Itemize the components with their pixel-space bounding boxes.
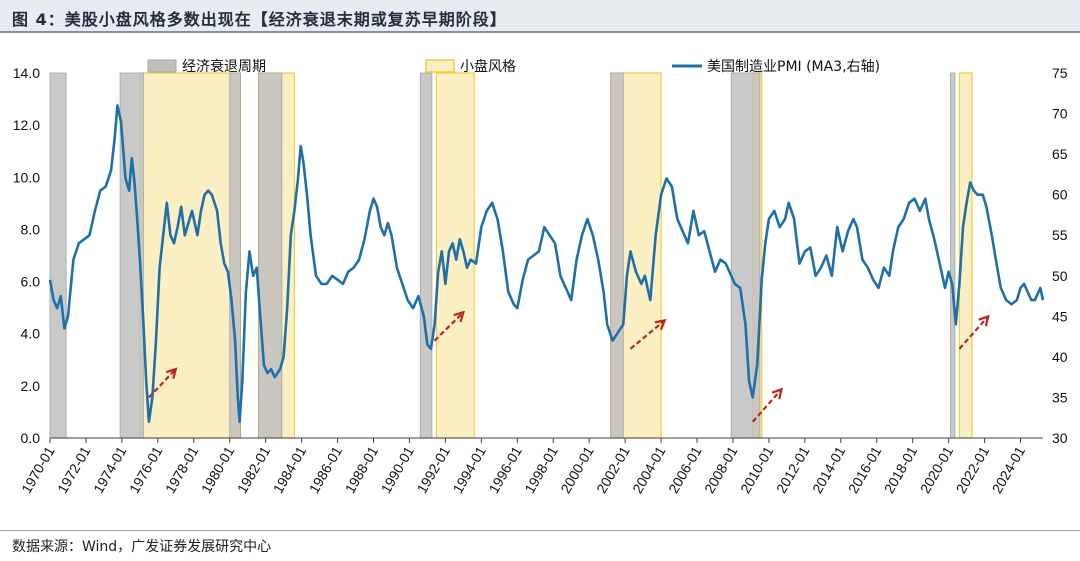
- recession-band: [419, 72, 433, 439]
- legend-smallcap-label: 小盘风格: [460, 58, 516, 75]
- data-source: 数据来源：Wind，广发证券发展研究中心: [12, 539, 272, 555]
- left-axis-tick-label: 10.0: [13, 169, 40, 185]
- line-layer: [48, 104, 1045, 424]
- title-bar: 图 4：美股小盘风格多数出现在【经济衰退末期或复苏早期阶段】: [0, 0, 1080, 33]
- x-axis-tick-label: 2016-01: [845, 443, 885, 496]
- pmi-series-line: [48, 104, 1045, 424]
- x-axis-tick-label: 1980-01: [198, 443, 238, 496]
- right-axis-tick-label: 35: [1052, 389, 1068, 405]
- trend-arrow-shaft: [958, 315, 990, 350]
- trend-arrow-shaft: [148, 368, 177, 399]
- x-axis-tick-label: 1976-01: [126, 443, 166, 496]
- x-axis-tick-label: 2008-01: [701, 443, 741, 496]
- trend-arrow-shaft: [751, 388, 783, 423]
- x-axis-tick-label: 1992-01: [413, 443, 453, 496]
- trend-arrow-head: [654, 318, 667, 331]
- left-axis-tick-label: 12.0: [13, 117, 40, 133]
- x-axis-tick-label: 2012-01: [773, 443, 813, 496]
- right-axis-tick-label: 45: [1052, 308, 1068, 324]
- footer-divider: [0, 530, 1080, 531]
- x-axis-tick-label: 1974-01: [90, 443, 130, 496]
- trend-arrow-head: [453, 310, 466, 323]
- x-axis-tick-label: 1982-01: [234, 443, 274, 496]
- figure-title: 图 4：美股小盘风格多数出现在【经济衰退末期或复苏早期阶段】: [12, 10, 507, 29]
- x-axis-tick-label: 1970-01: [18, 443, 58, 496]
- x-axis-tick-label: 1990-01: [378, 443, 418, 496]
- right-axis-tick-label: 75: [1052, 65, 1068, 81]
- x-axis-tick-label: 1996-01: [485, 443, 525, 496]
- x-axis-tick-label: 1984-01: [270, 443, 310, 496]
- trend-arrow-head: [771, 387, 784, 400]
- left-axis-tick-label: 2.0: [21, 378, 41, 394]
- x-axis-tick-label: 2024-01: [989, 443, 1029, 496]
- x-axis-tick-label: 2000-01: [557, 443, 597, 496]
- recession-band: [950, 72, 956, 439]
- x-axis-tick-label: 1998-01: [521, 443, 561, 496]
- right-axis-tick-label: 60: [1052, 187, 1068, 203]
- right-axis-tick-label: 30: [1052, 430, 1068, 446]
- legend-pmi-label: 美国制造业PMI (MA3,右轴): [707, 59, 880, 75]
- bands-layer: [49, 72, 973, 439]
- x-axis-tick-label: 2004-01: [629, 443, 669, 496]
- left-axis-tick-label: 4.0: [21, 326, 41, 342]
- trend-arrow-shaft: [433, 311, 465, 342]
- x-axis-tick-label: 2014-01: [809, 443, 849, 496]
- recession-band: [258, 72, 283, 439]
- x-axis-tick-label: 2020-01: [917, 443, 957, 496]
- x-axis-tick-label: 1978-01: [162, 443, 202, 496]
- x-axis-tick-label: 2006-01: [665, 443, 705, 496]
- right-axis-tick-label: 40: [1052, 349, 1068, 365]
- left-axis-tick-label: 8.0: [21, 221, 41, 237]
- recession-band: [49, 72, 67, 439]
- legend-smallcap-swatch: [425, 59, 455, 73]
- x-axis-tick-label: 1988-01: [342, 443, 382, 496]
- left-axis-tick-label: 0.0: [21, 430, 41, 446]
- x-axis-tick-label: 1972-01: [54, 443, 94, 496]
- arrow-layer: [148, 310, 990, 423]
- x-axis-tick-label: 2022-01: [953, 443, 993, 496]
- right-axis-tick-label: 65: [1052, 146, 1068, 162]
- legend-recession-label: 经济衰退周期: [182, 58, 266, 75]
- right-axis-tick-label: 70: [1052, 106, 1068, 122]
- recession-band: [610, 72, 624, 439]
- x-axis-tick-label: 2018-01: [881, 443, 921, 496]
- small-cap-band: [139, 72, 242, 439]
- legend-recession-swatch: [147, 59, 177, 73]
- trend-arrow-head: [978, 314, 990, 327]
- right-axis-tick-label: 50: [1052, 268, 1068, 284]
- recession-band: [229, 72, 241, 439]
- x-axis-tick-label: 2010-01: [737, 443, 777, 496]
- left-axis-tick-label: 14.0: [13, 65, 40, 81]
- right-axis-tick-label: 55: [1052, 227, 1068, 243]
- x-axis-tick-label: 1986-01: [306, 443, 346, 496]
- trend-arrow-head: [165, 367, 178, 380]
- x-axis-tick-label: 2002-01: [593, 443, 633, 496]
- chart: 0.0 2.0 4.0 6.0 8.0 10.0 12.0 14.0 30 35 40 45 50 55 6…: [13, 58, 1068, 496]
- x-axis-tick-label: 1994-01: [449, 443, 489, 496]
- left-axis-tick-label: 6.0: [21, 274, 41, 290]
- legend: 经济衰退周期 小盘风格 美国制造业PMI (MA3,右轴): [147, 58, 880, 75]
